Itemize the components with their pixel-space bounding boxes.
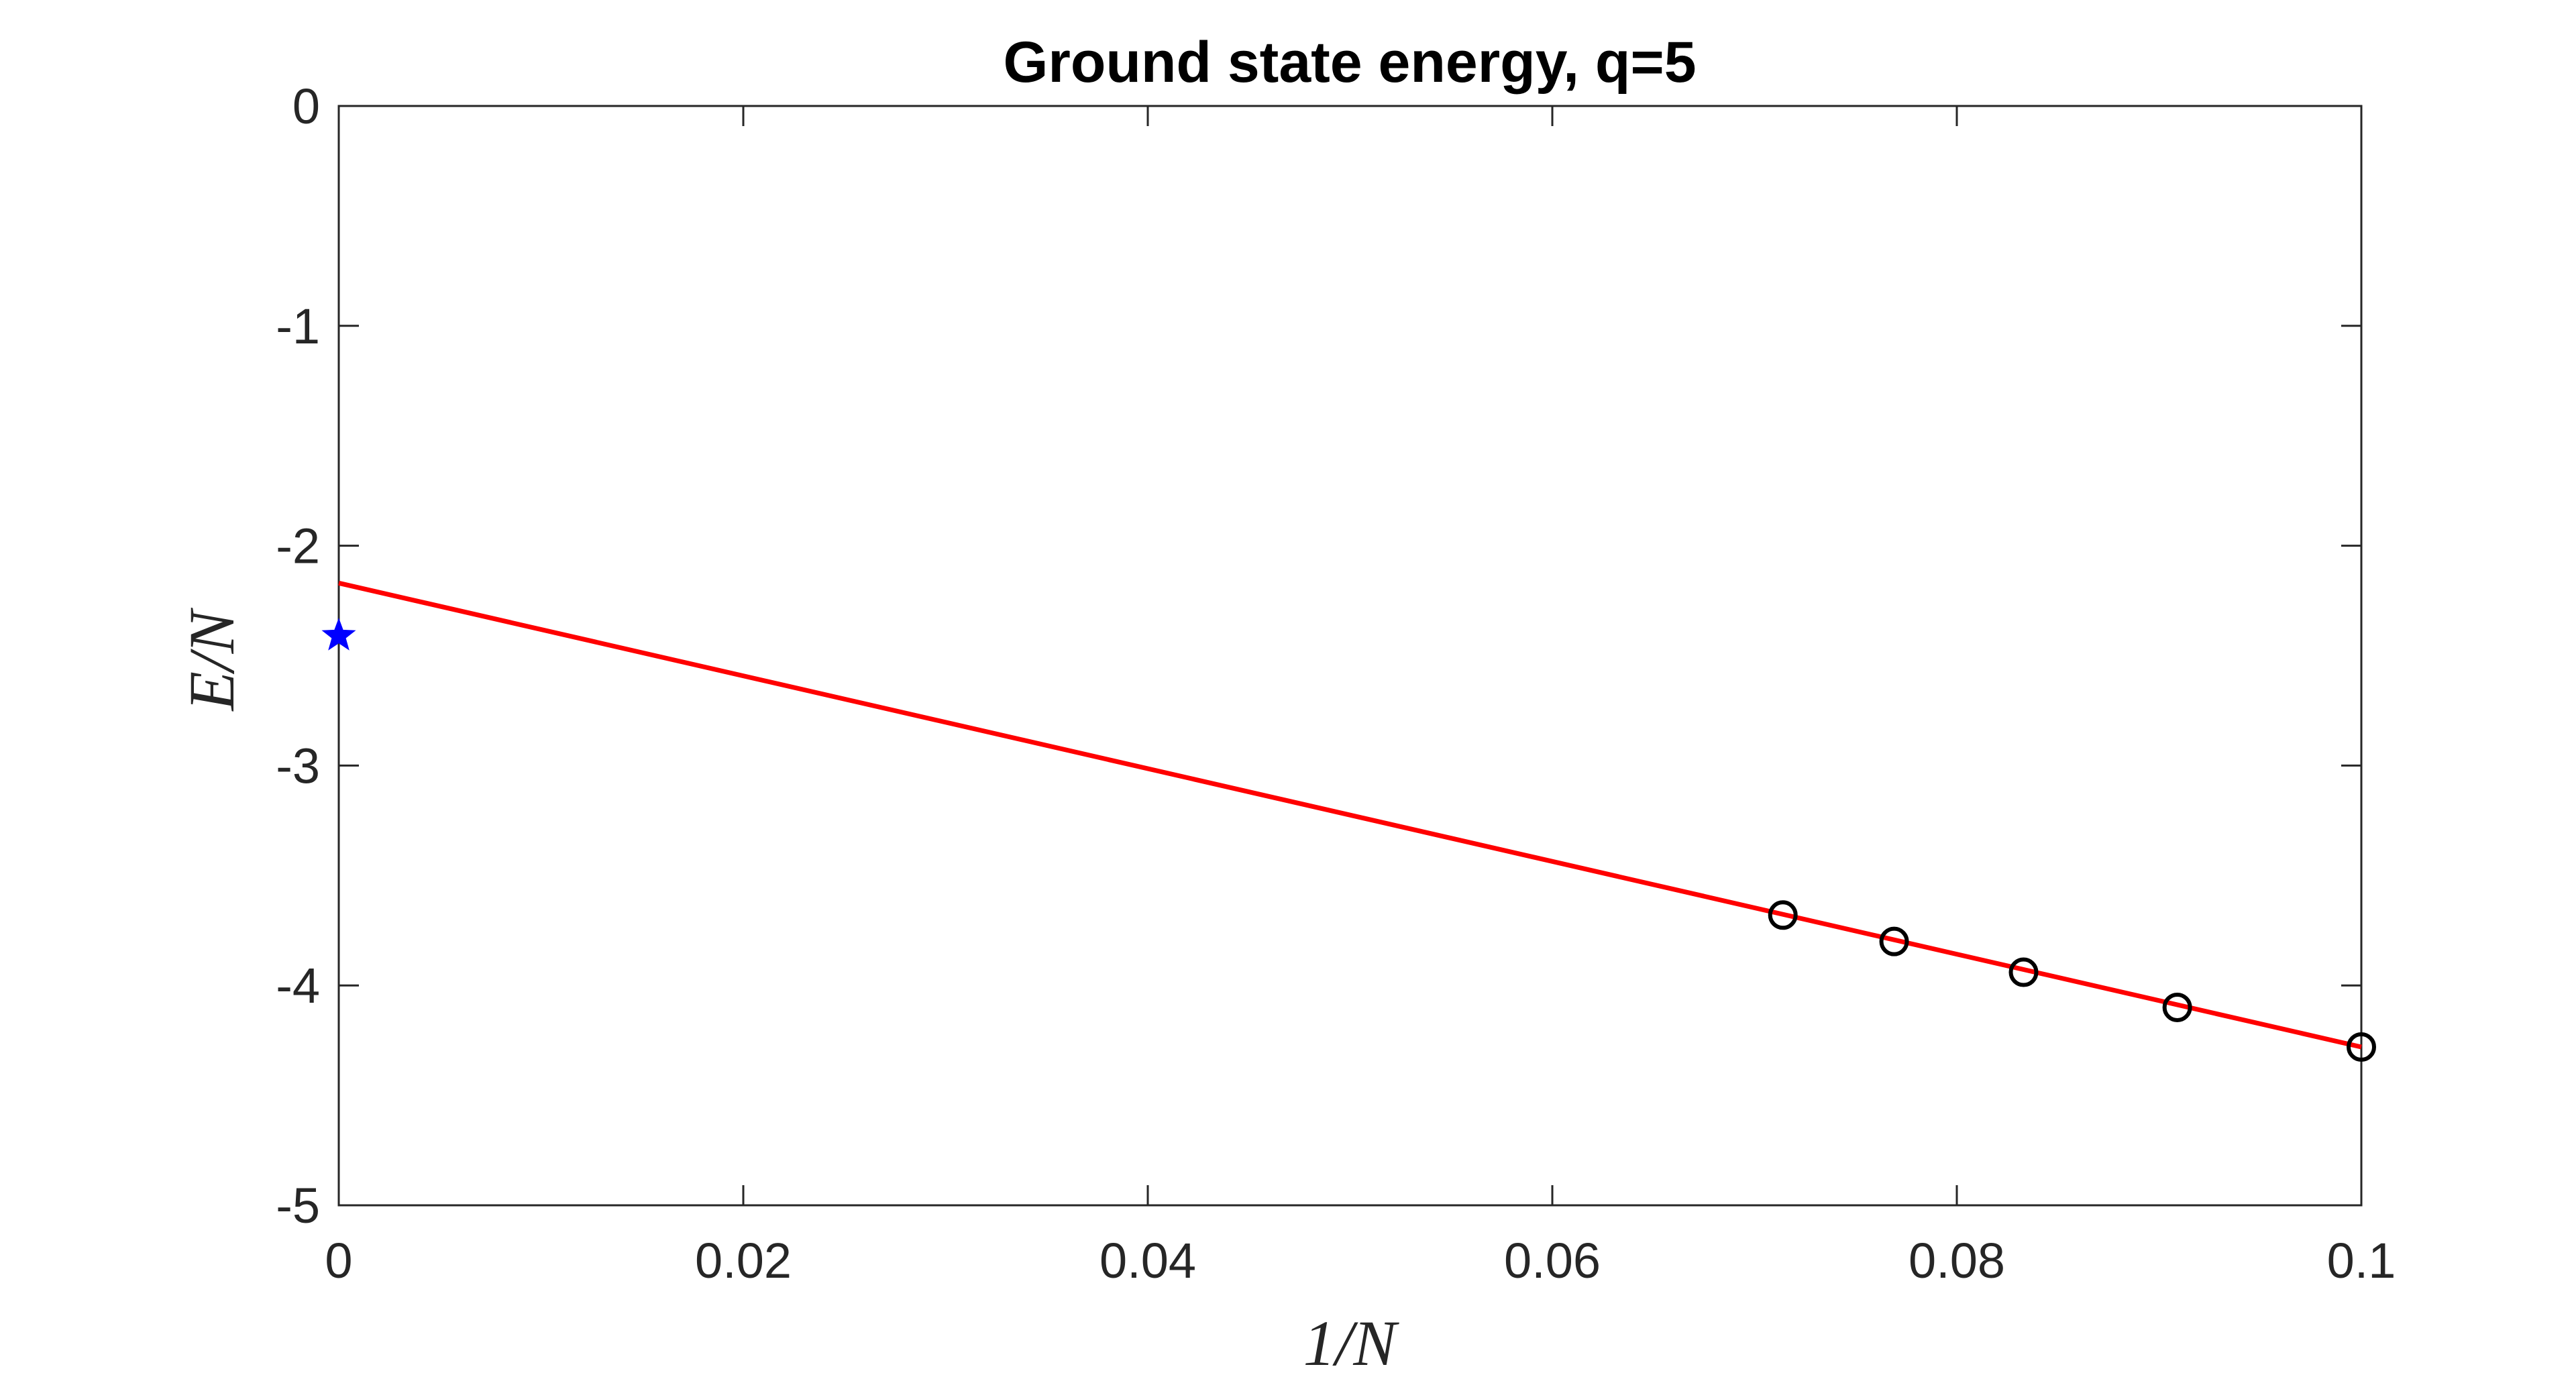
fit-line [338, 580, 2362, 1050]
plot-area: 0 0.02 0.04 0.06 0.08 0.1 0 -1 -2 -3 -4 -5 [276, 78, 2396, 1288]
data-point [2347, 1032, 2376, 1062]
x-tick-label: 0.08 [1909, 1233, 2005, 1288]
y-tick-label: -3 [276, 738, 320, 793]
x-tick-label: 0.1 [2327, 1233, 2396, 1288]
star-point [321, 618, 356, 651]
x-tick-label: 0.02 [695, 1233, 792, 1288]
data-point [2162, 992, 2192, 1022]
axes-box [337, 105, 2363, 1207]
y-tick-label: 0 [292, 78, 320, 134]
y-tick-label: -2 [276, 518, 320, 574]
chart-title: Ground state energy, q=5 [1003, 30, 1696, 95]
x-axis-label: 1/N [1303, 1307, 1400, 1377]
data-point [2008, 957, 2039, 987]
y-tick-label: -1 [276, 298, 320, 354]
y-tick-label: -4 [276, 958, 320, 1013]
x-tick-label: 0 [325, 1233, 352, 1288]
y-axis-label: E/N [176, 607, 248, 712]
x-tick-label: 0.04 [1099, 1233, 1196, 1288]
y-tick-label: -5 [276, 1178, 320, 1233]
data-point [1879, 926, 1909, 956]
x-tick-label: 0.06 [1504, 1233, 1601, 1288]
data-point [1768, 900, 1798, 930]
